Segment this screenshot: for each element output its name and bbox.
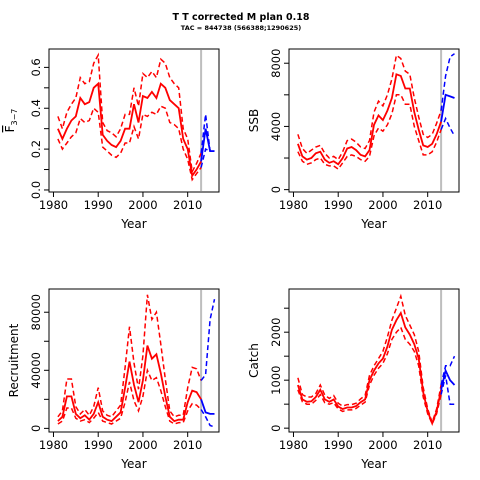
projection-median-line xyxy=(440,93,455,122)
x-tick-label: 2000 xyxy=(368,198,397,212)
projection-upper-line xyxy=(200,299,216,381)
y-axis-title: Recruitment xyxy=(7,323,21,397)
x-tick-label: 1980 xyxy=(39,198,68,212)
y-axis-title-base: F xyxy=(3,125,17,132)
x-tick-label: 1980 xyxy=(279,198,308,212)
y-tick-label: 80000 xyxy=(29,294,43,331)
y-axis-title: SSB xyxy=(247,109,261,132)
history-lower-line xyxy=(297,94,442,171)
y-tick-label: 40000 xyxy=(29,352,43,389)
projection-upper-line xyxy=(440,53,455,111)
x-tick-label: 2000 xyxy=(368,438,397,452)
x-tick-label: 1980 xyxy=(39,438,68,452)
x-tick-label: 1990 xyxy=(324,198,353,212)
projection-lower-line xyxy=(440,116,456,137)
y-tick-label: 0 xyxy=(29,425,43,432)
figure-subtitle: TAC = 844738 (566388;1290625) xyxy=(181,24,301,32)
series-group xyxy=(57,52,215,182)
y-tick-label: 0 xyxy=(269,424,283,431)
series-group xyxy=(57,294,216,428)
fbar-panel: 1980 1990 2000 2010 0.0 0.2 0.4 0.6 Year F3−7 xyxy=(3,48,220,231)
plot-frame xyxy=(288,288,460,433)
y-axis-title: Catch xyxy=(247,343,261,378)
y-tick-label: 2000 xyxy=(269,318,283,347)
y-axis-title: F3−7 xyxy=(3,109,19,133)
ssb-panel: 1980 1990 2000 2010 0 4000 8000 Year SSB xyxy=(247,48,460,231)
x-axis-title: Year xyxy=(120,217,146,231)
y-tick-label: 4000 xyxy=(269,112,283,141)
x-tick-label: 2000 xyxy=(128,438,157,452)
history-median-line xyxy=(57,81,202,178)
projection-upper-line xyxy=(440,355,456,386)
y-tick-label: 0.6 xyxy=(29,58,43,76)
projection-median-line xyxy=(200,128,215,162)
x-tick-label: 1990 xyxy=(84,438,113,452)
x-tick-label: 2000 xyxy=(128,198,157,212)
history-median-line xyxy=(57,345,202,423)
projection-median-line xyxy=(200,399,215,415)
plot-frame xyxy=(48,288,220,433)
x-tick-label: 1990 xyxy=(324,438,353,452)
y-tick-label: 1000 xyxy=(269,366,283,395)
history-upper-line xyxy=(297,53,442,161)
history-median-line xyxy=(297,73,442,166)
y-tick-label: 0.4 xyxy=(29,99,43,117)
history-lower-line xyxy=(57,105,202,182)
x-tick-label: 2010 xyxy=(413,198,442,212)
catch-panel: 1980 1990 2000 2010 0 1000 2000 Year Catch xyxy=(247,288,460,471)
plot-frame xyxy=(48,48,220,193)
x-tick-label: 1980 xyxy=(279,438,308,452)
projection-upper-line xyxy=(200,114,215,154)
history-lower-line xyxy=(57,367,202,425)
x-axis-title: Year xyxy=(360,457,386,471)
projection-lower-line xyxy=(200,409,215,428)
history-median-line xyxy=(297,310,442,426)
plot-frame xyxy=(288,48,460,193)
history-upper-line xyxy=(297,293,442,425)
history-upper-line xyxy=(57,294,202,418)
series-group xyxy=(297,293,456,426)
x-axis-title: Year xyxy=(360,217,386,231)
projection-lower-line xyxy=(440,375,455,405)
series-group xyxy=(297,53,456,171)
x-tick-label: 2010 xyxy=(173,438,202,452)
x-tick-label: 2010 xyxy=(173,198,202,212)
y-tick-label: 0 xyxy=(269,186,283,193)
recruitment-panel: 1980 1990 2000 2010 0 40000 80000 Year Recruitme… xyxy=(7,288,220,471)
y-tick-label: 0.0 xyxy=(29,181,43,199)
y-tick-label: 8000 xyxy=(269,49,283,78)
x-tick-label: 1990 xyxy=(84,198,113,212)
figure-title: T T corrected M plan 0.18 xyxy=(172,12,309,23)
y-axis-title-subscript: 3−7 xyxy=(10,109,19,126)
projection-median-line xyxy=(440,367,456,391)
x-tick-label: 2010 xyxy=(413,438,442,452)
y-tick-label: 0.2 xyxy=(29,140,43,158)
x-axis-title: Year xyxy=(120,457,146,471)
history-upper-line xyxy=(57,52,202,174)
